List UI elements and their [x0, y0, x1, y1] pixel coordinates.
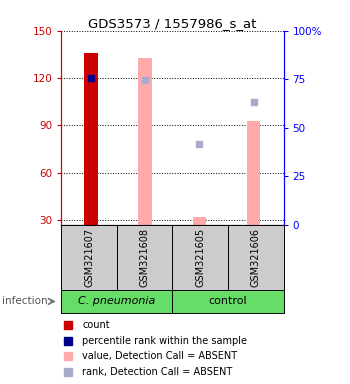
Bar — [84, 53, 98, 225]
Text: GSM321605: GSM321605 — [195, 228, 205, 287]
Bar — [193, 217, 206, 225]
Text: infection: infection — [2, 296, 47, 306]
Text: percentile rank within the sample: percentile rank within the sample — [82, 336, 247, 346]
Bar — [172, 225, 228, 290]
Text: GSM321608: GSM321608 — [140, 228, 149, 287]
Bar — [61, 290, 172, 313]
Text: GSM321607: GSM321607 — [84, 228, 94, 287]
Bar — [172, 290, 284, 313]
Title: GDS3573 / 1557986_s_at: GDS3573 / 1557986_s_at — [88, 17, 257, 30]
Text: value, Detection Call = ABSENT: value, Detection Call = ABSENT — [82, 351, 237, 361]
Text: rank, Detection Call = ABSENT: rank, Detection Call = ABSENT — [82, 367, 232, 377]
Bar — [139, 58, 152, 225]
Text: count: count — [82, 320, 110, 330]
Bar — [61, 225, 117, 290]
Text: GSM321606: GSM321606 — [251, 228, 261, 287]
Text: control: control — [209, 296, 247, 306]
Bar — [228, 225, 284, 290]
Text: C. pneumonia: C. pneumonia — [78, 296, 155, 306]
Bar — [247, 121, 260, 225]
Bar — [117, 225, 172, 290]
